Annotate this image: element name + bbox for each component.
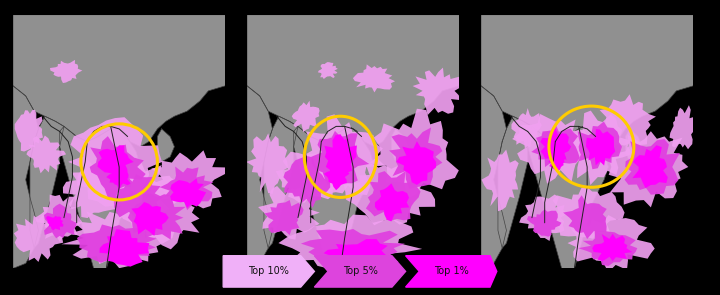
Polygon shape xyxy=(608,131,688,207)
Polygon shape xyxy=(27,135,66,173)
Polygon shape xyxy=(482,150,518,211)
Polygon shape xyxy=(311,131,369,185)
Polygon shape xyxy=(512,114,593,184)
Polygon shape xyxy=(284,156,330,208)
Polygon shape xyxy=(528,126,608,268)
Polygon shape xyxy=(413,68,462,115)
Polygon shape xyxy=(397,141,436,185)
Polygon shape xyxy=(318,62,338,79)
Polygon shape xyxy=(50,60,82,83)
Polygon shape xyxy=(107,166,131,190)
Polygon shape xyxy=(63,158,125,218)
Polygon shape xyxy=(567,215,654,272)
Polygon shape xyxy=(116,178,199,249)
Polygon shape xyxy=(246,133,288,194)
Polygon shape xyxy=(77,224,157,264)
Polygon shape xyxy=(315,256,405,287)
Polygon shape xyxy=(60,126,140,268)
Polygon shape xyxy=(247,15,459,147)
Polygon shape xyxy=(279,214,422,270)
Polygon shape xyxy=(531,123,580,167)
Polygon shape xyxy=(258,186,320,240)
Polygon shape xyxy=(30,116,64,248)
Polygon shape xyxy=(592,234,632,261)
Polygon shape xyxy=(68,117,162,207)
Polygon shape xyxy=(540,128,571,162)
Polygon shape xyxy=(578,231,637,266)
Polygon shape xyxy=(292,101,320,132)
Polygon shape xyxy=(586,129,615,165)
Polygon shape xyxy=(160,167,213,210)
Polygon shape xyxy=(301,229,405,268)
Polygon shape xyxy=(325,134,357,173)
Polygon shape xyxy=(632,145,667,188)
Polygon shape xyxy=(498,116,532,248)
Polygon shape xyxy=(276,152,340,203)
Polygon shape xyxy=(61,206,174,268)
Polygon shape xyxy=(405,256,497,287)
Polygon shape xyxy=(366,171,420,221)
Polygon shape xyxy=(170,178,206,208)
Polygon shape xyxy=(264,200,304,235)
Polygon shape xyxy=(44,204,76,238)
Polygon shape xyxy=(90,136,145,199)
Text: Top 1%: Top 1% xyxy=(434,266,469,276)
Polygon shape xyxy=(389,127,442,189)
Polygon shape xyxy=(127,194,186,240)
Polygon shape xyxy=(392,129,408,162)
Polygon shape xyxy=(46,216,63,230)
Polygon shape xyxy=(353,64,395,92)
Polygon shape xyxy=(564,111,633,185)
Polygon shape xyxy=(158,129,174,162)
Text: Top 10%: Top 10% xyxy=(248,266,289,276)
Polygon shape xyxy=(670,105,698,149)
Polygon shape xyxy=(107,160,175,225)
Polygon shape xyxy=(323,239,388,265)
Text: Top 5%: Top 5% xyxy=(343,266,377,276)
Polygon shape xyxy=(624,139,680,195)
Polygon shape xyxy=(527,209,562,237)
Polygon shape xyxy=(481,15,693,147)
Polygon shape xyxy=(114,174,163,223)
Polygon shape xyxy=(549,153,566,171)
Polygon shape xyxy=(375,183,410,222)
Polygon shape xyxy=(552,187,624,239)
Polygon shape xyxy=(519,194,567,241)
Polygon shape xyxy=(344,160,435,225)
Polygon shape xyxy=(223,256,315,287)
Polygon shape xyxy=(600,94,656,149)
Polygon shape xyxy=(35,195,82,242)
Polygon shape xyxy=(132,202,168,236)
Polygon shape xyxy=(264,116,298,248)
Polygon shape xyxy=(563,195,607,239)
Polygon shape xyxy=(577,122,622,169)
Polygon shape xyxy=(324,165,349,190)
Polygon shape xyxy=(14,214,63,262)
Polygon shape xyxy=(146,150,227,208)
Polygon shape xyxy=(294,126,374,268)
Polygon shape xyxy=(15,110,43,152)
Polygon shape xyxy=(97,145,134,178)
Polygon shape xyxy=(626,129,642,162)
Polygon shape xyxy=(13,15,225,147)
Polygon shape xyxy=(369,109,459,198)
Polygon shape xyxy=(511,108,542,148)
Polygon shape xyxy=(99,229,150,267)
Polygon shape xyxy=(247,86,272,268)
Polygon shape xyxy=(302,114,384,195)
Polygon shape xyxy=(481,86,506,268)
Polygon shape xyxy=(13,86,38,268)
